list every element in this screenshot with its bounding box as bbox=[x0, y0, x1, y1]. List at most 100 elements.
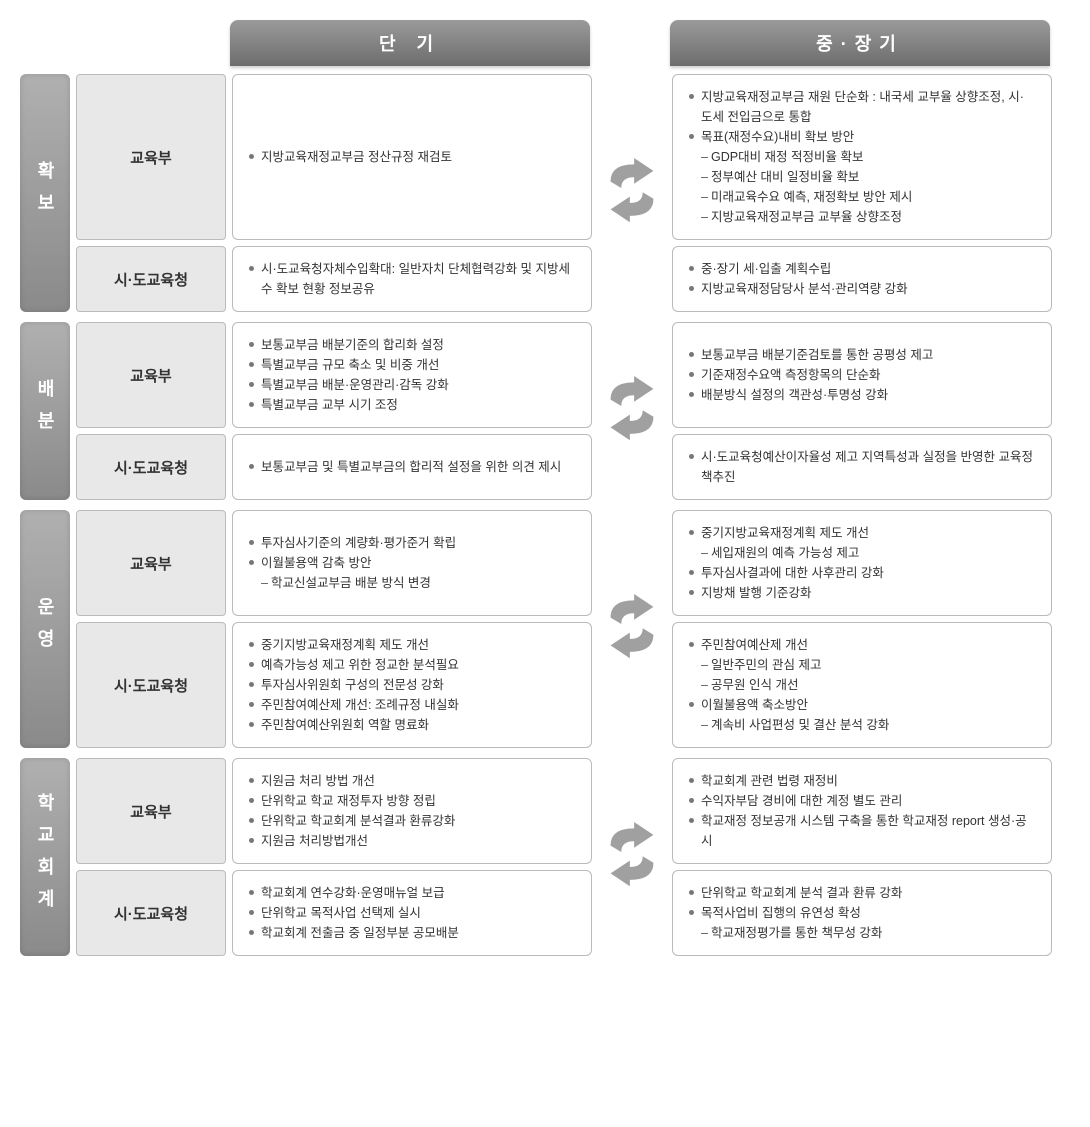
section-body: 교육부지원금 처리 방법 개선단위학교 학교 재정투자 방향 정립단위학교 학교… bbox=[76, 758, 1070, 956]
short-term-box: 지원금 처리 방법 개선단위학교 학교 재정투자 방향 정립단위학교 학교회계 … bbox=[232, 758, 592, 864]
arrow-cell bbox=[592, 622, 672, 748]
bullet-list: 보통교부금 및 특별교부금의 합리적 설정을 위한 의견 제시 bbox=[249, 457, 575, 477]
org-label: 시·도교육청 bbox=[76, 870, 226, 956]
bullet-item: 보통교부금 배분기준의 합리화 설정 bbox=[249, 335, 575, 355]
category-label: 확보 bbox=[20, 74, 70, 312]
bullet-item: 학교회계 관련 법령 재정비 bbox=[689, 771, 1035, 791]
bullet-item: 중기지방교육재정계획 제도 개선 bbox=[689, 523, 1035, 543]
arrow-cell bbox=[592, 74, 672, 240]
bullet-list: 시·도교육청자체수입확대: 일반자치 단체협력강화 및 지방세수 확보 현황 정… bbox=[249, 259, 575, 299]
long-term-box: 지방교육재정교부금 재원 단순화 : 내국세 교부율 상향조정, 시·도세 전입… bbox=[672, 74, 1052, 240]
header-short-term: 단 기 bbox=[230, 20, 590, 66]
sections-wrapper: 확보교육부지방교육재정교부금 정산규정 재검토지방교육재정교부금 재원 단순화 … bbox=[20, 74, 1070, 956]
long-term-box: 시·도교육청예산이자율성 제고 지역특성과 실정을 반영한 교육정책추진 bbox=[672, 434, 1052, 500]
bullet-item: 이월불용액 축소방안 bbox=[689, 695, 1035, 715]
bullet-item: 학교신설교부금 배분 방식 변경 bbox=[249, 573, 575, 593]
row-0: 교육부 지원금 처리 방법 개선단위학교 학교 재정투자 방향 정립단위학교 학교… bbox=[76, 758, 1070, 864]
bullet-item: 주민참여예산위원회 역할 명료화 bbox=[249, 715, 575, 735]
bullet-item: 특별교부금 규모 축소 및 비중 개선 bbox=[249, 355, 575, 375]
long-term-box: 중기지방교육재정계획 제도 개선세입재원의 예측 가능성 제고투자심사결과에 대… bbox=[672, 510, 1052, 616]
bullet-list: 지방교육재정교부금 재원 단순화 : 내국세 교부율 상향조정, 시·도세 전입… bbox=[689, 87, 1035, 227]
short-term-box: 보통교부금 배분기준의 합리화 설정특별교부금 규모 축소 및 비중 개선특별교… bbox=[232, 322, 592, 428]
section-body: 교육부 지방교육재정교부금 정산규정 재검토 지방교육재정교부금 재원 단순화 : … bbox=[76, 74, 1070, 312]
row-1: 시·도교육청보통교부금 및 특별교부금의 합리적 설정을 위한 의견 제시시·도… bbox=[76, 434, 1070, 500]
bullet-item: 지방교육재정담당사 분석·관리역량 강화 bbox=[689, 279, 1035, 299]
bullet-item: 학교재정 정보공개 시스템 구축을 통한 학교재정 report 생성·공시 bbox=[689, 811, 1035, 851]
bullet-item: 투자심사결과에 대한 사후관리 강화 bbox=[689, 563, 1035, 583]
long-term-box: 보통교부금 배분기준검토를 통한 공평성 제고기준재정수요액 측정항목의 단순화… bbox=[672, 322, 1052, 428]
bullet-item: 단위학교 학교회계 분석결과 환류강화 bbox=[249, 811, 575, 831]
section-body: 교육부투자심사기준의 계량화·평가준거 확립이월불용액 감축 방안학교신설교부금… bbox=[76, 510, 1070, 748]
diagram-container: 단 기 중·장기 확보교육부지방교육재정교부금 정산규정 재검토지방교육재정교부… bbox=[20, 20, 1070, 956]
row-0: 교육부투자심사기준의 계량화·평가준거 확립이월불용액 감축 방안학교신설교부금… bbox=[76, 510, 1070, 616]
short-term-box: 지방교육재정교부금 정산규정 재검토 bbox=[232, 74, 592, 240]
arrow-cell bbox=[592, 246, 672, 312]
category-label: 학교회계 bbox=[20, 758, 70, 956]
bullet-item: 학교회계 연수강화·운영매뉴얼 보급 bbox=[249, 883, 575, 903]
bullet-item: 주민참여예산제 개선: 조례규정 내실화 bbox=[249, 695, 575, 715]
bullet-list: 시·도교육청예산이자율성 제고 지역특성과 실정을 반영한 교육정책추진 bbox=[689, 447, 1035, 487]
header-gap bbox=[590, 20, 670, 66]
bullet-item: 단위학교 학교 재정투자 방향 정립 bbox=[249, 791, 575, 811]
row-0: 교육부 지방교육재정교부금 정산규정 재검토 지방교육재정교부금 재원 단순화 : … bbox=[76, 74, 1070, 240]
section-0: 확보교육부 지방교육재정교부금 정산규정 재검토 지방교육재정교부금 재원 단순화 … bbox=[20, 74, 1070, 312]
bullet-list: 중기지방교육재정계획 제도 개선예측가능성 제고 위한 정교한 분석필요투자심사… bbox=[249, 635, 575, 735]
row-0: 교육부보통교부금 배분기준의 합리화 설정특별교부금 규모 축소 및 비중 개선… bbox=[76, 322, 1070, 428]
bullet-item: 정부예산 대비 일정비율 확보 bbox=[689, 167, 1035, 187]
long-term-box: 주민참여예산제 개선일반주민의 관심 제고공무원 인식 개선이월불용액 축소방안… bbox=[672, 622, 1052, 748]
row-1: 시·도교육청 학교회계 연수강화·운영매뉴얼 보급단위학교 목적사업 선택제 실시… bbox=[76, 870, 1070, 956]
bullet-item: 특별교부금 교부 시기 조정 bbox=[249, 395, 575, 415]
long-term-box: 학교회계 관련 법령 재정비수익자부담 경비에 대한 계정 별도 관리학교재정 … bbox=[672, 758, 1052, 864]
bullet-item: 학교재정평가를 통한 책무성 강화 bbox=[689, 923, 1035, 943]
bullet-item: 지방채 발행 기준강화 bbox=[689, 583, 1035, 603]
category-label: 배분 bbox=[20, 322, 70, 500]
org-label: 교육부 bbox=[76, 758, 226, 864]
short-term-box: 중기지방교육재정계획 제도 개선예측가능성 제고 위한 정교한 분석필요투자심사… bbox=[232, 622, 592, 748]
bullet-item: 예측가능성 제고 위한 정교한 분석필요 bbox=[249, 655, 575, 675]
long-term-box: 단위학교 학교회계 분석 결과 환류 강화목적사업비 집행의 유연성 확성학교재… bbox=[672, 870, 1052, 956]
short-term-box: 학교회계 연수강화·운영매뉴얼 보급단위학교 목적사업 선택제 실시학교회계 전… bbox=[232, 870, 592, 956]
bullet-item: 보통교부금 및 특별교부금의 합리적 설정을 위한 의견 제시 bbox=[249, 457, 575, 477]
bullet-item: 학교회계 전출금 중 일정부분 공모배분 bbox=[249, 923, 575, 943]
bullet-item: 투자심사위원회 구성의 전문성 강화 bbox=[249, 675, 575, 695]
bullet-list: 지원금 처리 방법 개선단위학교 학교 재정투자 방향 정립단위학교 학교회계 … bbox=[249, 771, 575, 851]
section-2: 운영교육부투자심사기준의 계량화·평가준거 확립이월불용액 감축 방안학교신설교… bbox=[20, 510, 1070, 748]
short-term-box: 시·도교육청자체수입확대: 일반자치 단체협력강화 및 지방세수 확보 현황 정… bbox=[232, 246, 592, 312]
bullet-list: 투자심사기준의 계량화·평가준거 확립이월불용액 감축 방안학교신설교부금 배분… bbox=[249, 533, 575, 593]
org-label: 교육부 bbox=[76, 74, 226, 240]
category-label: 운영 bbox=[20, 510, 70, 748]
bullet-item: 특별교부금 배분·운영관리·감독 강화 bbox=[249, 375, 575, 395]
bullet-list: 주민참여예산제 개선일반주민의 관심 제고공무원 인식 개선이월불용액 축소방안… bbox=[689, 635, 1035, 735]
bullet-item: 세입재원의 예측 가능성 제고 bbox=[689, 543, 1035, 563]
bullet-list: 학교회계 연수강화·운영매뉴얼 보급단위학교 목적사업 선택제 실시학교회계 전… bbox=[249, 883, 575, 943]
org-label: 시·도교육청 bbox=[76, 246, 226, 312]
bullet-item: 수익자부담 경비에 대한 계정 별도 관리 bbox=[689, 791, 1035, 811]
bullet-item: 계속비 사업편성 및 결산 분석 강화 bbox=[689, 715, 1035, 735]
short-term-box: 투자심사기준의 계량화·평가준거 확립이월불용액 감축 방안학교신설교부금 배분… bbox=[232, 510, 592, 616]
bullet-item: 단위학교 학교회계 분석 결과 환류 강화 bbox=[689, 883, 1035, 903]
bullet-list: 중·장기 세·입출 계획수립지방교육재정담당사 분석·관리역량 강화 bbox=[689, 259, 1035, 299]
arrow-cell bbox=[592, 510, 672, 616]
bullet-list: 지방교육재정교부금 정산규정 재검토 bbox=[249, 147, 575, 167]
bullet-item: 시·도교육청예산이자율성 제고 지역특성과 실정을 반영한 교육정책추진 bbox=[689, 447, 1035, 487]
section-3: 학교회계교육부지원금 처리 방법 개선단위학교 학교 재정투자 방향 정립단위학… bbox=[20, 758, 1070, 956]
bullet-item: GDP대비 재정 적정비율 확보 bbox=[689, 147, 1035, 167]
bullet-item: 목적사업비 집행의 유연성 확성 bbox=[689, 903, 1035, 923]
row-1: 시·도교육청중기지방교육재정계획 제도 개선예측가능성 제고 위한 정교한 분석… bbox=[76, 622, 1070, 748]
bullet-item: 기준재정수요액 측정항목의 단순화 bbox=[689, 365, 1035, 385]
bullet-item: 중·장기 세·입출 계획수립 bbox=[689, 259, 1035, 279]
bullet-item: 배분방식 설정의 객관성·투명성 강화 bbox=[689, 385, 1035, 405]
column-headers: 단 기 중·장기 bbox=[20, 20, 1070, 66]
org-label: 교육부 bbox=[76, 322, 226, 428]
bullet-item: 지원금 처리 방법 개선 bbox=[249, 771, 575, 791]
bullet-item: 투자심사기준의 계량화·평가준거 확립 bbox=[249, 533, 575, 553]
bullet-item: 일반주민의 관심 제고 bbox=[689, 655, 1035, 675]
long-term-box: 중·장기 세·입출 계획수립지방교육재정담당사 분석·관리역량 강화 bbox=[672, 246, 1052, 312]
bullet-item: 공무원 인식 개선 bbox=[689, 675, 1035, 695]
org-label: 시·도교육청 bbox=[76, 622, 226, 748]
header-mid-long-term: 중·장기 bbox=[670, 20, 1050, 66]
bullet-item: 주민참여예산제 개선 bbox=[689, 635, 1035, 655]
bullet-item: 이월불용액 감축 방안 bbox=[249, 553, 575, 573]
short-term-box: 보통교부금 및 특별교부금의 합리적 설정을 위한 의견 제시 bbox=[232, 434, 592, 500]
section-1: 배분교육부보통교부금 배분기준의 합리화 설정특별교부금 규모 축소 및 비중 … bbox=[20, 322, 1070, 500]
